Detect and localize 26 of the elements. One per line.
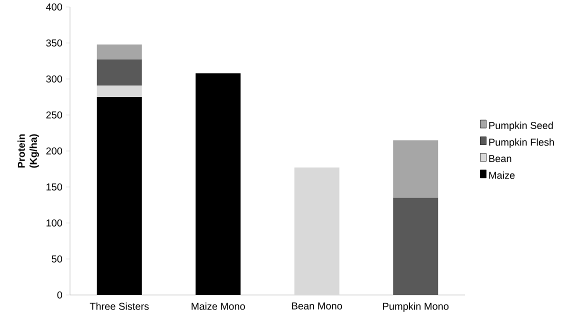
bar [96, 96, 142, 295]
y-tick-label: 100 [46, 219, 62, 227]
legend-label: Bean [489, 155, 512, 162]
y-tick-label: 250 [46, 111, 62, 119]
bar [294, 168, 340, 295]
bar [393, 198, 438, 295]
legend-label: Pumpkin Seed [489, 122, 553, 131]
bar [96, 85, 142, 97]
bar [196, 73, 241, 295]
x-tick-label: Three Sisters [90, 302, 149, 310]
x-tick-label: Bean Mono [292, 302, 342, 310]
legend-label: Maize [489, 172, 515, 179]
x-tick-label: Maize Mono [192, 302, 245, 310]
bar [96, 60, 142, 86]
y-tick-label: 50 [52, 255, 62, 263]
y-tick-label: 0 [57, 291, 62, 299]
y-axis-title: Protein (Kg/ha) [18, 134, 39, 168]
y-tick-label: 400 [46, 3, 62, 11]
y-tick-label: 200 [46, 147, 62, 155]
bar [96, 44, 142, 60]
y-tick-label: 350 [46, 39, 62, 47]
y-tick-label: 300 [46, 75, 62, 83]
bar [393, 140, 438, 198]
y-tick-label: 150 [46, 183, 62, 191]
legend-label: Pumpkin Flesh [489, 138, 554, 148]
x-tick-label: Pumpkin Mono [383, 302, 449, 312]
